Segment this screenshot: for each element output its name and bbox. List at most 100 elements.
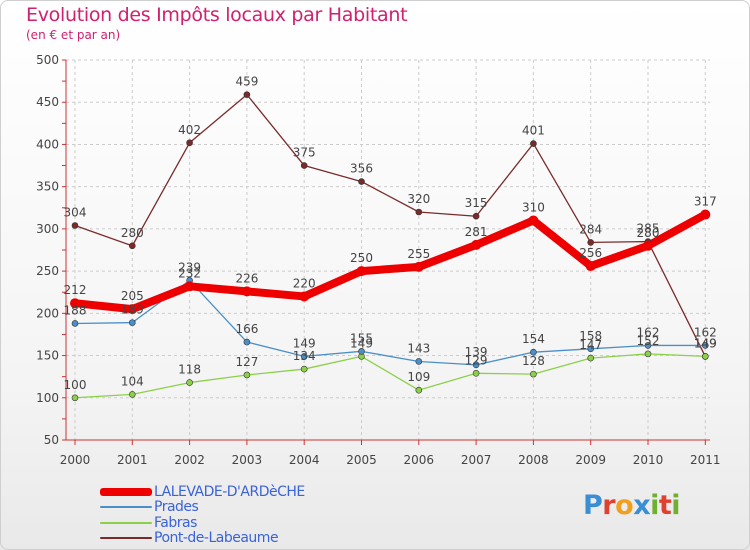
series-line — [74, 353, 706, 399]
series-line — [71, 210, 710, 314]
data-point — [358, 178, 365, 185]
data-label: 402 — [178, 123, 201, 137]
y-tick-label: 50 — [44, 433, 59, 447]
data-point — [243, 338, 251, 346]
data-label: 226 — [235, 271, 258, 285]
data-point — [701, 353, 709, 360]
data-label: 375 — [293, 146, 316, 160]
data-label: 149 — [350, 336, 373, 350]
legend-swatch — [100, 487, 152, 496]
legend-label: Pont-de-Labeaume — [154, 530, 279, 547]
data-point — [587, 345, 595, 353]
legend-swatch — [100, 521, 152, 524]
data-point — [472, 369, 480, 377]
data-point — [472, 361, 480, 369]
data-point — [587, 354, 595, 362]
logo-letter: i — [650, 490, 659, 521]
data-label: 152 — [637, 334, 660, 348]
series-lines — [71, 93, 710, 399]
y-tick-label: 400 — [36, 137, 59, 151]
data-point — [356, 266, 367, 277]
data-label: 118 — [178, 363, 201, 377]
data-label: 134 — [293, 349, 316, 363]
data-point — [129, 242, 136, 250]
chart-subtitle: (en € et par an) — [26, 28, 121, 42]
logo-letter: x — [633, 490, 651, 521]
series-line — [74, 93, 706, 358]
legend-item: Fabras — [100, 515, 305, 531]
data-label: 220 — [293, 276, 316, 290]
data-point — [243, 91, 251, 98]
data-point — [413, 261, 424, 272]
logo-letter: o — [615, 490, 634, 521]
data-label: 158 — [579, 329, 602, 343]
y-tick-label: 500 — [36, 53, 59, 67]
data-label: 280 — [637, 226, 660, 240]
x-tick-label: 2009 — [575, 453, 606, 467]
logo-letter: t — [658, 490, 672, 521]
data-label: 149 — [694, 336, 717, 350]
legend-item: Pont-de-Labeaume — [100, 530, 305, 547]
data-point — [300, 162, 308, 169]
data-label: 155 — [350, 331, 373, 345]
data-point — [644, 350, 652, 358]
data-point — [71, 222, 79, 229]
data-label: 317 — [694, 195, 717, 209]
y-tick-label: 450 — [36, 95, 59, 109]
y-tick-label: 150 — [36, 349, 59, 363]
x-tick-label: 2007 — [461, 453, 492, 467]
logo-letter: r — [602, 490, 616, 521]
data-label: 109 — [407, 370, 430, 384]
y-tick-label: 200 — [36, 306, 59, 320]
proxiti-logo: Proxiti — [583, 490, 681, 521]
data-label: 401 — [522, 124, 545, 138]
x-tick-label: 2010 — [633, 453, 664, 467]
legend-item: Prades — [100, 499, 305, 516]
logo-letter: P — [583, 490, 603, 521]
legend-label: Prades — [154, 499, 199, 516]
data-point — [701, 342, 709, 349]
data-label: 356 — [350, 162, 373, 176]
data-point — [528, 215, 539, 226]
y-tick-label: 350 — [36, 180, 59, 194]
legend-swatch — [100, 537, 152, 540]
legend-label: Fabras — [154, 514, 197, 531]
data-point — [71, 394, 79, 402]
data-label: 128 — [522, 354, 545, 368]
data-point — [471, 239, 482, 250]
data-label: 129 — [465, 353, 488, 367]
x-tick-label: 2011 — [690, 453, 721, 467]
x-tick-label: 2002 — [174, 453, 205, 467]
data-label: 281 — [465, 225, 488, 239]
data-point — [415, 208, 423, 216]
data-label: 147 — [579, 338, 602, 352]
data-point — [644, 342, 652, 349]
data-point — [243, 371, 251, 379]
data-point — [358, 348, 365, 355]
data-point — [472, 212, 480, 220]
data-label: 284 — [579, 222, 602, 236]
x-tick-label: 2000 — [60, 453, 91, 467]
axes: 50 100 150 200 250 300 350 400 450 500 2000 2001 200… — [36, 53, 720, 467]
data-label: 189 — [121, 303, 144, 317]
data-label: 154 — [522, 332, 545, 346]
grid — [66, 59, 710, 441]
data-label: 239 — [178, 260, 201, 274]
data-point — [530, 140, 537, 147]
data-label: 304 — [64, 206, 87, 220]
series-points — [70, 91, 711, 402]
data-label: 149 — [293, 336, 316, 350]
data-point — [127, 304, 138, 315]
data-point — [186, 379, 193, 386]
data-point — [241, 286, 252, 297]
data-label: 162 — [694, 325, 717, 339]
y-tick-label: 100 — [36, 391, 59, 405]
logo-letter: i — [671, 490, 681, 521]
data-label: 232 — [178, 266, 201, 280]
data-label: 310 — [522, 200, 545, 214]
data-point — [415, 386, 423, 394]
data-label: 143 — [407, 341, 430, 355]
data-label: 139 — [465, 345, 488, 359]
data-point — [700, 209, 711, 220]
